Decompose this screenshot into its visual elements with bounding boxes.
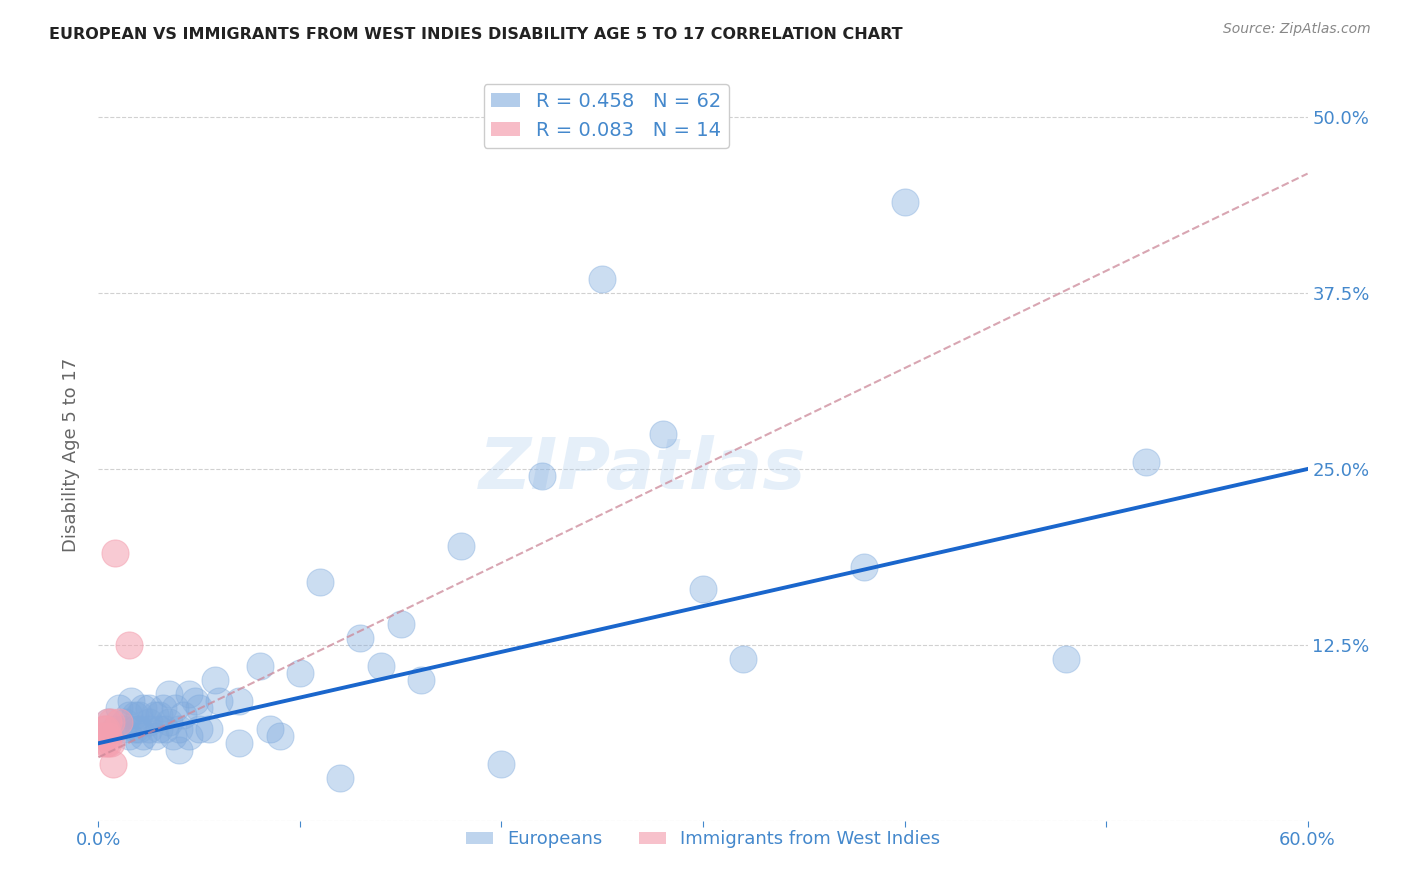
Point [179, 687, 201, 701]
Text: Source: ZipAtlas.com: Source: ZipAtlas.com [1223, 22, 1371, 37]
Point [132, 729, 155, 743]
Point [100, 736, 122, 750]
Point [167, 743, 190, 757]
Point [188, 701, 211, 715]
Point [124, 708, 146, 723]
Point [853, 560, 876, 574]
Point [329, 772, 352, 786]
Point [118, 729, 141, 743]
Point [349, 631, 371, 645]
Point [184, 694, 207, 708]
Point [97, 715, 120, 730]
Point [138, 715, 160, 730]
Legend: Europeans, Immigrants from West Indies: Europeans, Immigrants from West Indies [458, 823, 948, 855]
Point [143, 708, 166, 723]
Point [132, 701, 155, 715]
Point [152, 701, 174, 715]
Point [148, 723, 170, 737]
Point [179, 729, 201, 743]
Point [269, 729, 291, 743]
Point [167, 723, 190, 737]
Point [450, 539, 472, 553]
Point [370, 659, 392, 673]
Point [1135, 455, 1157, 469]
Point [91, 736, 114, 750]
Text: EUROPEAN VS IMMIGRANTS FROM WEST INDIES DISABILITY AGE 5 TO 17 CORRELATION CHART: EUROPEAN VS IMMIGRANTS FROM WEST INDIES … [49, 27, 903, 42]
Point [96, 736, 118, 750]
Point [249, 659, 271, 673]
Point [389, 616, 412, 631]
Point [148, 708, 170, 723]
Point [651, 426, 673, 441]
Point [96, 723, 118, 737]
Point [172, 708, 194, 723]
Point [97, 715, 120, 730]
Point [228, 736, 250, 750]
Point [111, 723, 134, 737]
Point [120, 694, 142, 708]
Point [138, 701, 160, 715]
Point [128, 708, 150, 723]
Point [103, 723, 125, 737]
Point [157, 687, 180, 701]
Point [107, 715, 129, 730]
Point [893, 194, 915, 209]
Point [162, 729, 184, 743]
Point [259, 723, 281, 737]
Point [733, 652, 755, 666]
Point [128, 723, 150, 737]
Point [288, 665, 311, 680]
Point [103, 546, 125, 560]
Point [93, 723, 115, 737]
Point [143, 729, 166, 743]
Point [153, 723, 176, 737]
Point [124, 723, 146, 737]
Point [692, 582, 714, 596]
Point [530, 469, 553, 483]
Point [228, 694, 250, 708]
Point [100, 715, 122, 730]
Point [114, 715, 136, 730]
Point [101, 757, 124, 772]
Point [138, 723, 160, 737]
Point [93, 729, 115, 743]
Point [97, 736, 120, 750]
Point [163, 701, 186, 715]
Point [491, 757, 513, 772]
Point [97, 729, 120, 743]
Point [128, 736, 150, 750]
Point [591, 272, 613, 286]
Point [118, 708, 141, 723]
Y-axis label: Disability Age 5 to 17: Disability Age 5 to 17 [62, 358, 80, 552]
Point [188, 723, 211, 737]
Point [309, 574, 332, 589]
Point [409, 673, 432, 687]
Text: ZIPatlas: ZIPatlas [479, 435, 806, 504]
Point [204, 673, 226, 687]
Point [208, 694, 231, 708]
Point [1054, 652, 1077, 666]
Point [107, 701, 129, 715]
Point [118, 638, 141, 652]
Point [157, 715, 180, 730]
Point [198, 723, 221, 737]
